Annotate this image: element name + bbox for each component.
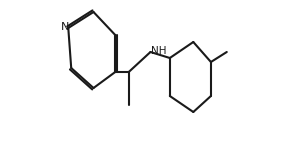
Text: NH: NH bbox=[151, 46, 167, 56]
Text: N: N bbox=[60, 21, 69, 31]
